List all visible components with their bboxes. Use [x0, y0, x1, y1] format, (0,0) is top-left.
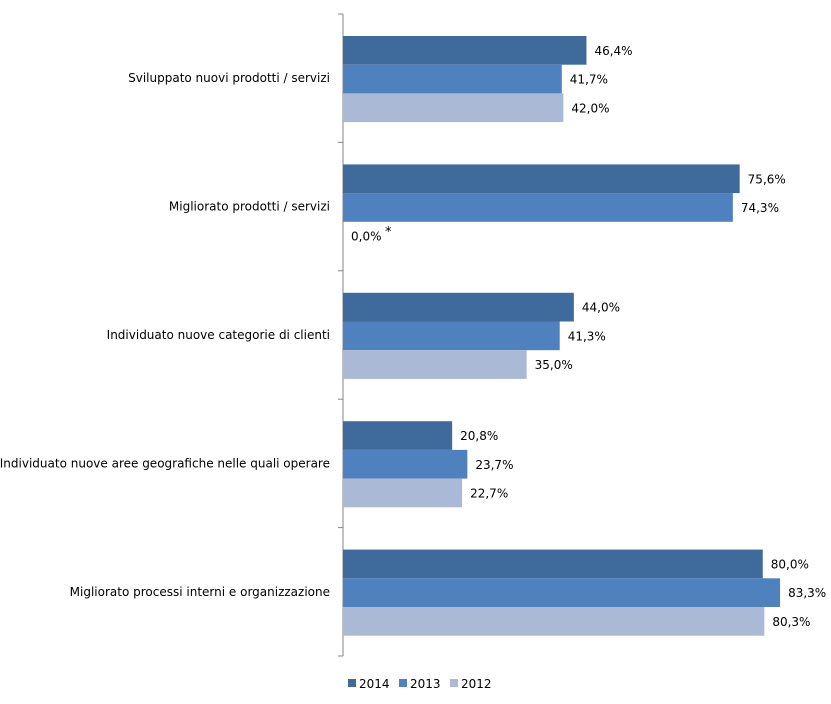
bar-2012-individuato-nuove-categorie-di-clienti: [343, 350, 527, 379]
labels-layer: Sviluppato nuovi prodotti / servizi 46,4%…: [0, 44, 826, 629]
category-label: Migliorato prodotti / servizi: [169, 200, 330, 214]
bar-2013-migliorato-processi-interni-e-organizzazione: [343, 578, 781, 607]
bar-2014-individuato-nuove-categorie-di-clienti: [343, 292, 574, 322]
bar-2014-migliorato-processi-interni-e-organizzazione: [343, 549, 763, 579]
data-label-2013-individuato-nuove-aree-geografiche-nelle-quali-operare: 23,7%: [475, 458, 513, 472]
data-label-2014-individuato-nuove-categorie-di-clienti: 44,0%: [582, 301, 620, 315]
legend-label-2014: 2014: [359, 677, 390, 691]
data-label-2014-sviluppato-nuovi-prodotti-servizi: 46,4%: [594, 44, 632, 58]
legend-swatch-2014: [348, 679, 356, 687]
category-label: Migliorato processi interni e organizzaz…: [70, 585, 330, 599]
bar-2012-sviluppato-nuovi-prodotti-servizi: [343, 93, 564, 123]
data-note-marker: *: [385, 225, 392, 240]
bar-2013-individuato-nuove-aree-geografiche-nelle-quali-operare: [343, 449, 468, 479]
bar-2014-sviluppato-nuovi-prodotti-servizi: [343, 36, 587, 65]
data-label-2013-migliorato-prodotti-servizi: 74,3%: [741, 201, 779, 215]
category-label: Individuato nuove categorie di clienti: [107, 328, 330, 342]
bar-2013-sviluppato-nuovi-prodotti-servizi: [343, 64, 562, 94]
data-label-2012-individuato-nuove-aree-geografiche-nelle-quali-operare: 22,7%: [470, 486, 508, 500]
legend-label-2012: 2012: [461, 677, 492, 691]
legend: 2014 2013 2012: [348, 677, 492, 691]
data-label-2012-individuato-nuove-categorie-di-clienti: 35,0%: [535, 358, 573, 372]
bar-2013-individuato-nuove-categorie-di-clienti: [343, 321, 560, 351]
axis-layer: [338, 13, 344, 657]
data-label-2013-individuato-nuove-categorie-di-clienti: 41,3%: [568, 329, 606, 343]
data-label-2012-sviluppato-nuovi-prodotti-servizi: 42,0%: [571, 101, 609, 115]
bar-2014-migliorato-prodotti-servizi: [343, 164, 740, 194]
category-label: Individuato nuove aree geografiche nelle…: [0, 456, 330, 470]
data-label-2012-migliorato-prodotti-servizi: 0,0%: [351, 230, 382, 244]
data-label-2013-sviluppato-nuovi-prodotti-servizi: 41,7%: [570, 73, 608, 87]
bar-2013-migliorato-prodotti-servizi: [343, 193, 733, 222]
category-label: Sviluppato nuovi prodotti / servizi: [128, 71, 330, 85]
legend-swatch-2013: [399, 679, 407, 687]
data-label-2012-migliorato-processi-interni-e-organizzazione: 80,3%: [772, 615, 810, 629]
data-label-2014-individuato-nuove-aree-geografiche-nelle-quali-operare: 20,8%: [460, 429, 498, 443]
bar-2014-individuato-nuove-aree-geografiche-nelle-quali-operare: [343, 421, 453, 450]
data-label-2014-migliorato-processi-interni-e-organizzazione: 80,0%: [771, 557, 809, 571]
bars-layer: [343, 36, 781, 636]
legend-swatch-2012: [450, 679, 458, 687]
bar-2012-migliorato-processi-interni-e-organizzazione: [343, 607, 765, 636]
data-label-2013-migliorato-processi-interni-e-organizzazione: 83,3%: [788, 586, 826, 600]
legend-label-2013: 2013: [410, 677, 441, 691]
data-label-2014-migliorato-prodotti-servizi: 75,6%: [748, 172, 786, 186]
bar-2012-individuato-nuove-aree-geografiche-nelle-quali-operare: [343, 478, 463, 508]
